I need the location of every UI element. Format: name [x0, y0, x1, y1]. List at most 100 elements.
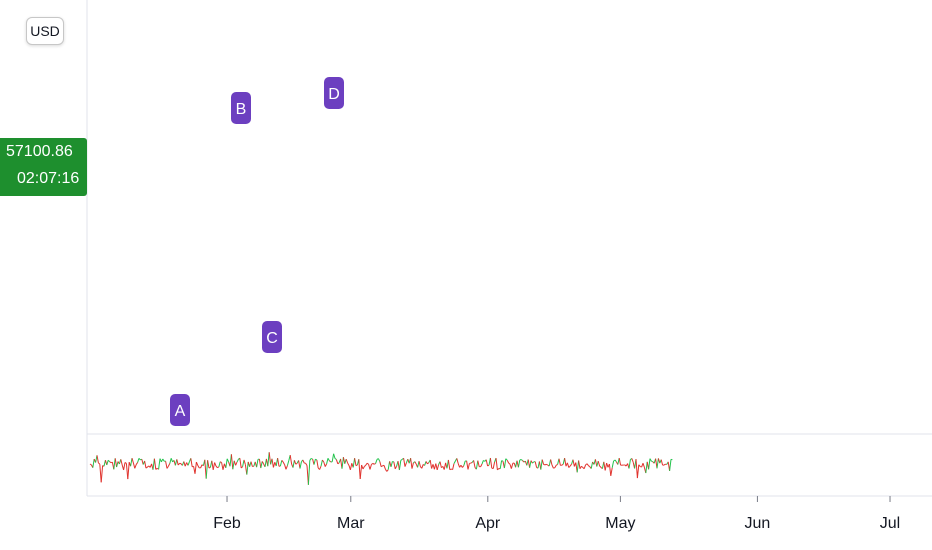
oscillator-segment: [307, 460, 311, 485]
oscillator-segment: [599, 465, 602, 468]
oscillator-segment: [124, 462, 127, 464]
oscillator-segment: [475, 460, 479, 470]
oscillator-segment: [310, 457, 313, 460]
oscillator-segment: [286, 460, 290, 466]
oscillator-segment: [398, 460, 402, 471]
oscillator-segment: [315, 458, 318, 461]
oscillator-segment: [289, 455, 293, 465]
wave-labels: A B C D: [170, 77, 344, 426]
oscillator-segment: [309, 458, 312, 461]
oscillator-segment: [299, 461, 302, 469]
oscillator-segment: [566, 462, 570, 468]
oscillator-segment: [492, 461, 496, 469]
oscillator-segment: [379, 461, 382, 467]
oscillator-segment: [355, 464, 358, 467]
currency-button[interactable]: USD: [26, 17, 64, 45]
oscillator-segment: [558, 458, 561, 466]
oscillator-segment: [364, 464, 367, 467]
oscillator-segment: [481, 460, 484, 465]
oscillator-segment: [295, 462, 298, 465]
oscillator-segment: [586, 463, 589, 466]
oscillator-segment: [316, 459, 319, 469]
oscillator-segment: [92, 458, 95, 468]
oscillator-segment: [660, 459, 664, 466]
oscillator-segment: [109, 461, 112, 464]
oscillator-segment: [443, 462, 447, 470]
oscillator-segment: [217, 466, 219, 469]
oscillator-segment: [529, 460, 532, 468]
oscillator-segment: [215, 465, 218, 468]
x-tick-label: Jul: [880, 515, 900, 532]
oscillator-segment: [656, 458, 659, 469]
oscillator-segment: [240, 466, 243, 469]
oscillator-segment: [218, 461, 221, 468]
oscillator-segment: [170, 458, 174, 463]
oscillator-segment: [219, 461, 222, 463]
oscillator-segment: [190, 458, 193, 467]
oscillator-segment: [208, 466, 211, 469]
oscillator-segment: [319, 466, 322, 470]
oscillator-segment: [98, 462, 101, 465]
oscillator-segment: [583, 464, 587, 469]
oscillator-segment: [604, 462, 608, 471]
oscillator-segment: [394, 466, 398, 470]
oscillator-segment: [439, 461, 442, 468]
oscillator-segment: [138, 457, 141, 461]
oscillator-segment: [162, 458, 165, 462]
oscillator-segment: [555, 463, 558, 466]
oscillator-segment: [329, 460, 332, 463]
oscillator-segment: [540, 459, 543, 470]
oscillator-segment: [520, 459, 523, 462]
oscillator-segment: [272, 462, 276, 468]
oscillator-segment: [222, 463, 225, 470]
oscillator-segment: [167, 463, 171, 467]
oscillator-segment: [258, 458, 262, 469]
oscillator-segment: [466, 460, 469, 470]
oscillator-segment: [243, 459, 246, 465]
oscillator-segment: [657, 458, 661, 464]
oscillator-segment: [205, 460, 209, 479]
oscillator-segment: [373, 463, 376, 465]
oscillator-segment: [347, 462, 350, 466]
oscillator-segment: [281, 460, 284, 463]
oscillator-segment: [302, 459, 305, 464]
oscillator-segment: [508, 462, 511, 465]
oscillator-segment: [349, 463, 353, 470]
oscillator-segment: [358, 459, 361, 479]
oscillator-segment: [541, 459, 545, 465]
oscillator-segment: [631, 458, 634, 463]
oscillator-segment: [501, 460, 504, 462]
oscillator-segment: [369, 464, 372, 470]
x-tick-label: May: [605, 515, 635, 532]
oscillator-segment: [429, 459, 433, 469]
oscillator-segment: [135, 462, 139, 465]
oscillator-segment: [354, 458, 357, 466]
wave-label-box-B: [231, 92, 251, 124]
oscillator-segment: [506, 459, 510, 464]
oscillator-segment: [447, 459, 451, 470]
oscillator-segment: [436, 464, 440, 470]
oscillator-segment: [597, 460, 601, 467]
oscillator-segment: [463, 460, 466, 466]
oscillator-segment: [390, 461, 393, 468]
oscillator-segment: [239, 458, 242, 469]
oscillator-segment: [324, 463, 328, 467]
oscillator-segment: [298, 460, 301, 469]
oscillator-segment: [345, 458, 349, 464]
oscillator-segment: [145, 466, 148, 469]
oscillator-segment: [427, 462, 430, 465]
oscillator-segment: [499, 460, 503, 469]
oscillator-segment: [194, 462, 197, 474]
oscillator-segment: [250, 461, 253, 467]
oscillator-segment: [546, 463, 549, 466]
oscillator-segment: [326, 458, 329, 464]
oscillator-segment: [106, 460, 109, 466]
oscillator-segment: [282, 461, 286, 465]
oscillator-segment: [495, 458, 498, 470]
oscillator-segment: [387, 461, 391, 470]
oscillator-segment: [510, 463, 514, 469]
oscillator-segment: [649, 458, 652, 462]
oscillator-segment: [144, 460, 147, 469]
